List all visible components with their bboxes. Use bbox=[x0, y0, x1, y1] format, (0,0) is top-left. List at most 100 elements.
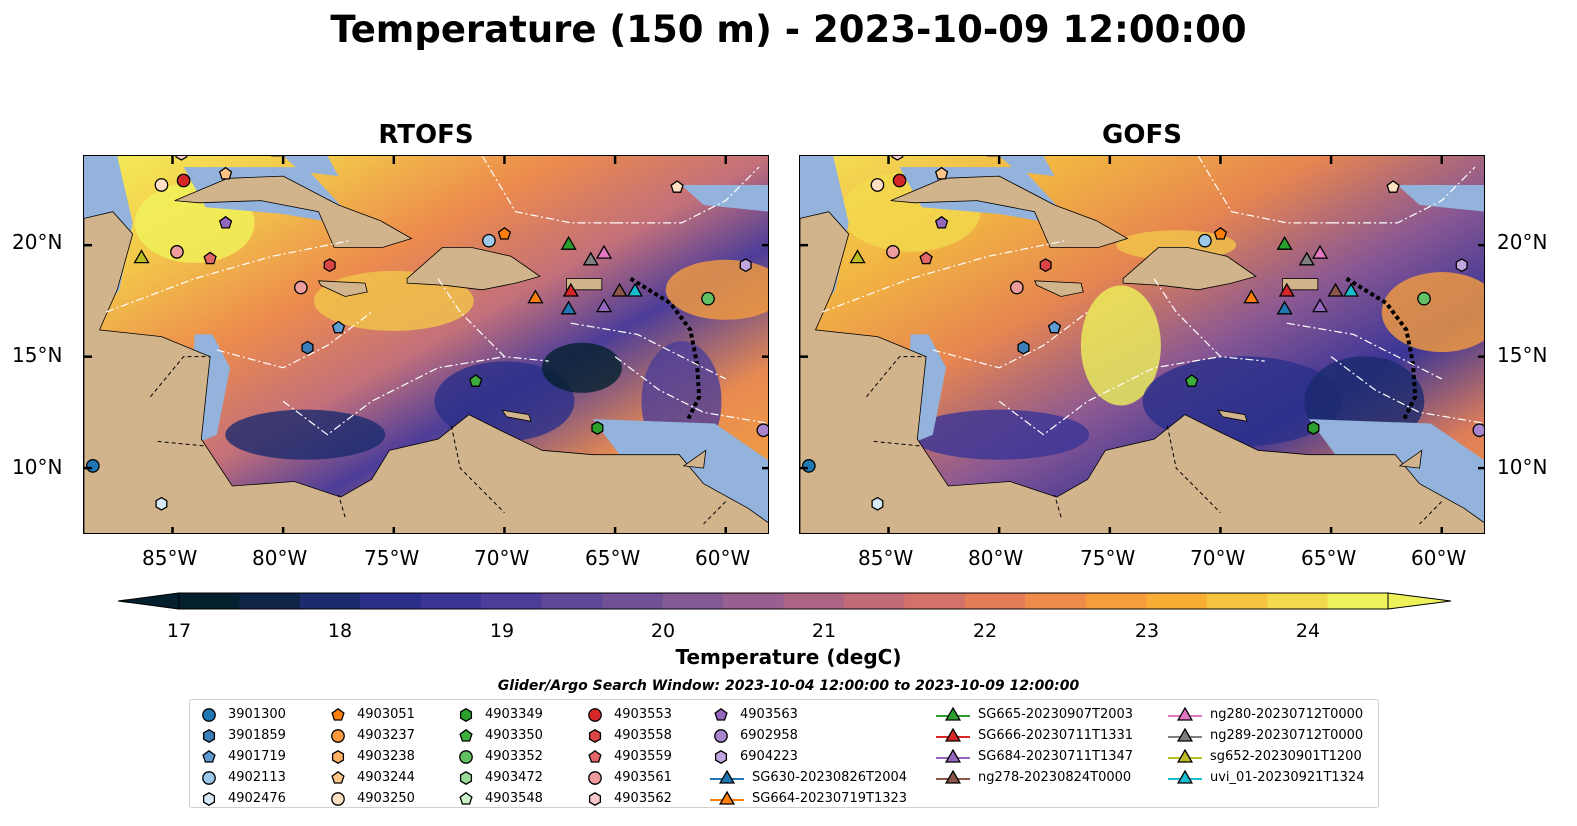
legend-item: 4903558 bbox=[584, 725, 672, 746]
colorbar-swatch bbox=[1327, 593, 1389, 609]
legend-column: 4903349 4903350 4903352 4903472 4903548 bbox=[455, 704, 543, 809]
legend-item: 4903562 bbox=[584, 788, 672, 809]
platform-marker bbox=[1342, 282, 1360, 297]
legend-label: 4903250 bbox=[357, 791, 415, 806]
colorbar-swatch bbox=[420, 593, 482, 609]
legend-label: 3901300 bbox=[228, 707, 286, 722]
legend-marker-icon bbox=[588, 707, 602, 722]
lon-tick: 80°W bbox=[252, 546, 308, 570]
platform-marker bbox=[934, 166, 949, 180]
central-south-america-land bbox=[84, 211, 768, 533]
legend-marker-icon bbox=[588, 791, 602, 806]
lat-tick-right: 10°N bbox=[1497, 455, 1548, 479]
map-rtofs bbox=[83, 155, 769, 534]
legend-item: ng278-20230824T0000 bbox=[936, 767, 1133, 788]
colorbar-tick: 22 bbox=[972, 620, 998, 642]
legend-marker-icon bbox=[331, 770, 345, 784]
cuba-land bbox=[174, 175, 413, 248]
legend-item: 4903352 bbox=[455, 746, 543, 767]
platform-marker bbox=[133, 249, 150, 264]
platform-marker bbox=[1417, 291, 1431, 306]
legend-marker-icon bbox=[331, 749, 345, 764]
hispaniola-land bbox=[406, 247, 541, 291]
eez-boundary bbox=[282, 356, 505, 436]
legend-item: sg652-20230901T1200 bbox=[1168, 746, 1364, 767]
country-border bbox=[1419, 501, 1443, 525]
legend-label: 4903559 bbox=[614, 749, 672, 764]
figure-title: Temperature (150 m) - 2023-10-09 12:00:0… bbox=[330, 8, 1247, 51]
platform-marker bbox=[1213, 226, 1228, 240]
eez-boundary bbox=[998, 356, 1221, 436]
country-border bbox=[866, 356, 927, 398]
country-border bbox=[156, 440, 204, 447]
legend-marker-icon bbox=[459, 749, 473, 764]
country-border bbox=[703, 501, 727, 525]
legend-label: 4902476 bbox=[228, 791, 286, 806]
legend-column: 4903553 4903558 4903559 4903561 4903562 bbox=[584, 704, 672, 809]
eez-boundary bbox=[821, 240, 1066, 313]
platform-marker bbox=[595, 298, 613, 313]
platform-marker bbox=[1307, 421, 1320, 435]
platform-marker bbox=[1047, 320, 1062, 334]
legend-item: SG684-20230711T1347 bbox=[936, 746, 1133, 767]
lon-tick: 85°W bbox=[858, 546, 914, 570]
lon-tick: 60°W bbox=[695, 546, 751, 570]
shelf-atlantic bbox=[1397, 185, 1484, 212]
eez-boundary bbox=[932, 311, 1089, 369]
legend-marker-icon bbox=[331, 791, 345, 806]
colorbar-swatch bbox=[299, 593, 361, 609]
platform-marker bbox=[175, 156, 188, 161]
platform-marker bbox=[469, 374, 483, 387]
legend-marker-icon bbox=[202, 749, 216, 763]
platform-marker bbox=[1198, 233, 1212, 248]
platform-marker bbox=[891, 156, 904, 161]
eez-boundary bbox=[1330, 356, 1484, 424]
platform-marker bbox=[701, 291, 715, 306]
legend-label: SG666-20230711T1331 bbox=[978, 728, 1134, 743]
legend-marker-icon bbox=[331, 728, 345, 743]
lesser-antilles-bathymetry bbox=[1345, 276, 1418, 420]
platform-marker bbox=[1243, 289, 1260, 304]
legend-label: 4903238 bbox=[357, 749, 415, 764]
platform-marker bbox=[1039, 258, 1052, 273]
country-border bbox=[150, 356, 211, 398]
platform-marker bbox=[1311, 298, 1329, 313]
platform-marker bbox=[611, 282, 628, 297]
shelf-bahamas bbox=[283, 156, 339, 177]
legend-item: ng289-20230712T0000 bbox=[1168, 725, 1364, 746]
colorbar-swatch bbox=[1025, 593, 1087, 609]
platform-marker bbox=[802, 459, 816, 473]
legend-marker-icon bbox=[714, 749, 728, 764]
legend-label: 3901859 bbox=[228, 728, 286, 743]
platform-marker bbox=[294, 280, 308, 295]
legend-marker-icon bbox=[202, 728, 216, 743]
country-border bbox=[872, 440, 920, 447]
platform-marker bbox=[323, 258, 336, 273]
eez-boundary bbox=[615, 166, 760, 224]
platform-marker bbox=[218, 166, 233, 180]
central-south-america-land bbox=[800, 211, 1484, 533]
lat-tick-left: 15°N bbox=[12, 343, 63, 367]
platform-marker bbox=[1276, 235, 1293, 250]
platform-marker bbox=[1278, 282, 1295, 297]
panel-title-rtofs: RTOFS bbox=[378, 120, 474, 150]
legend-marker-icon bbox=[936, 748, 970, 763]
legend-label: 4903472 bbox=[485, 770, 543, 785]
platform-marker bbox=[203, 251, 217, 265]
abc-islands-land bbox=[501, 409, 532, 422]
legend-marker-icon bbox=[1168, 748, 1202, 763]
lat-tick-right: 15°N bbox=[1497, 343, 1548, 367]
legend-item: 3901859 bbox=[198, 725, 286, 746]
legend-item: SG666-20230711T1331 bbox=[936, 725, 1133, 746]
trinidad-land bbox=[1398, 449, 1423, 469]
legend-marker-icon bbox=[1168, 769, 1202, 784]
legend-item: 4903244 bbox=[327, 767, 415, 788]
legend-marker-icon bbox=[588, 770, 602, 785]
platform-marker bbox=[670, 180, 684, 193]
legend-marker-icon bbox=[714, 707, 728, 721]
platform-marker bbox=[562, 282, 579, 297]
legend-label: 4902113 bbox=[228, 770, 286, 785]
legend-marker-icon bbox=[936, 769, 970, 784]
legend-marker-icon bbox=[331, 707, 345, 721]
temperature-anomaly bbox=[541, 342, 622, 393]
